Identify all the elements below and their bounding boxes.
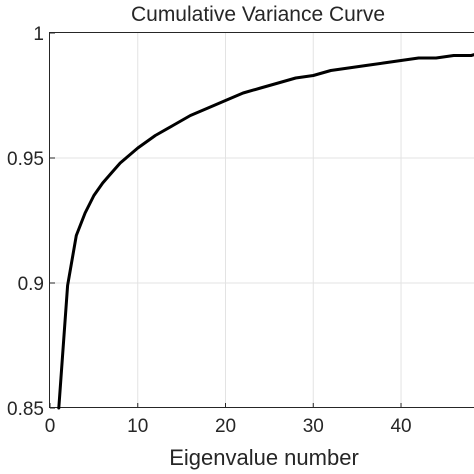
y-tick-label: 0.9 bbox=[18, 274, 44, 295]
plot-area bbox=[49, 32, 474, 408]
grid bbox=[50, 33, 474, 408]
x-tick-label: 0 bbox=[45, 416, 56, 437]
chart-title: Cumulative Variance Curve bbox=[131, 3, 385, 26]
x-tick-label: 20 bbox=[215, 416, 236, 437]
y-tick-label: 1 bbox=[33, 24, 44, 45]
x-tick-label: 10 bbox=[127, 416, 148, 437]
y-axis: 0.85 0.9 0.95 1 bbox=[7, 24, 55, 420]
y-tick-label: 0.85 bbox=[7, 399, 44, 420]
x-tick-label: 40 bbox=[390, 416, 411, 437]
cumulative-variance-line bbox=[57, 53, 474, 410]
x-tick-label: 30 bbox=[303, 416, 324, 437]
x-axis-label: Eigenvalue number bbox=[169, 445, 359, 470]
x-axis: 0 10 20 30 40 bbox=[45, 403, 412, 437]
y-tick-label: 0.95 bbox=[7, 149, 44, 170]
